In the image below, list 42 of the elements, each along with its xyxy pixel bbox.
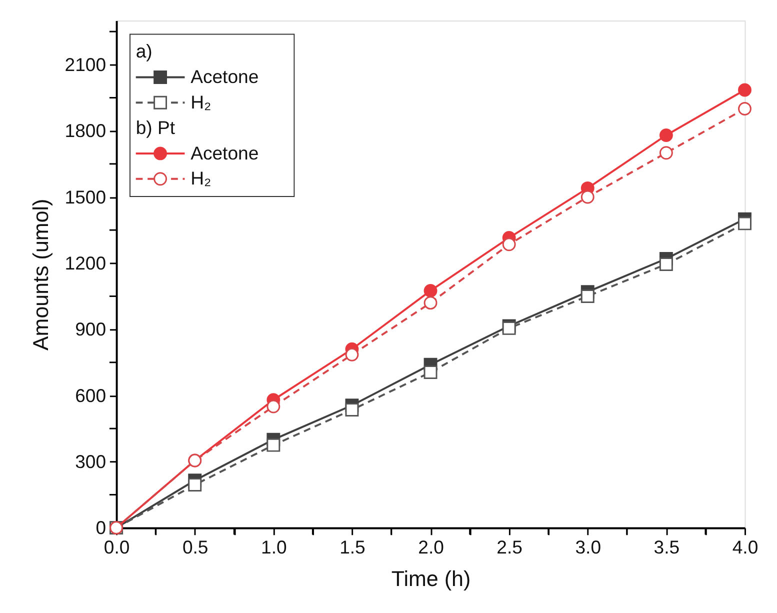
y-tick-label: 300 [75,450,106,472]
point [580,190,594,204]
point [266,438,280,452]
point [738,83,752,97]
legend-label: Acetone [190,142,259,164]
annotation: b) Pt [136,116,176,138]
x-tick-label: 1.5 [340,536,366,558]
point [659,128,673,142]
x-axis-title: Time (h) [391,566,471,591]
point [424,296,438,310]
point [659,258,673,271]
y-axis-title: Amounts (umol) [29,198,54,351]
point [345,348,359,362]
annotation: a) [136,40,152,62]
point [266,400,280,414]
x-tick-label: 2.0 [418,536,444,558]
y-tick-label: 0 [96,517,106,538]
point [188,478,202,492]
point [580,290,594,303]
point [738,216,752,230]
x-tick-label: 2.5 [496,536,522,558]
y-tick-label: 600 [75,384,106,406]
legend-label: H₂ [190,92,212,113]
x-tick-label: 3.5 [654,536,680,558]
x-tick-label: 0.0 [104,536,130,558]
point [738,102,752,116]
y-tick-label: 1800 [64,120,106,142]
point [345,403,359,417]
point [659,146,673,160]
x-tick-label: 0.5 [182,536,208,558]
legend-label: Acetone [190,66,259,88]
legend-label: H₂ [190,168,212,189]
x-tick-label: 1.0 [261,536,287,558]
y-tick-label: 1500 [64,186,106,208]
y-tick-label: 2100 [64,54,106,76]
x-tick-label: 4.0 [732,536,758,558]
point [424,366,438,380]
x-tick-label: 3.0 [575,536,602,558]
point [424,284,438,298]
y-tick-label: 900 [75,318,106,340]
point [502,238,516,252]
y-tick-label: 1200 [64,252,106,274]
